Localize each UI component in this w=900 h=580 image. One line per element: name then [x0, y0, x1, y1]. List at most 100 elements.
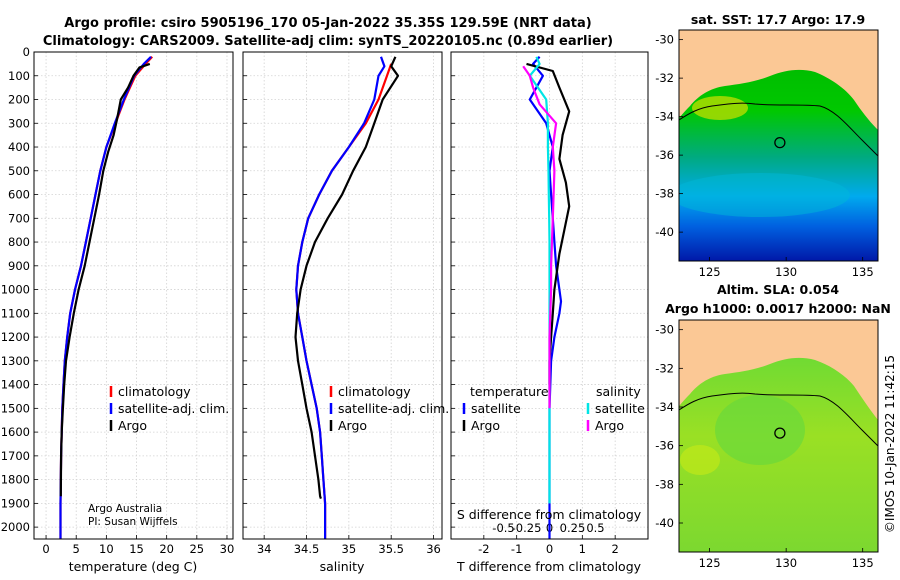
legend-title-temperature: temperature — [470, 384, 549, 399]
s-difference-tick-label: -0.5 — [492, 521, 514, 535]
s-difference-tick-label: 0.5 — [586, 521, 604, 535]
x-tick-label: 10 — [99, 542, 114, 556]
depth-tick-label: 900 — [8, 259, 30, 273]
legend-label-argo: Argo — [338, 418, 367, 433]
difference-xlabel-salinity: S difference from climatology — [457, 507, 642, 522]
sla-map-ticks: 125 130 135 -30 -32 -34 -36 -38 -40 — [655, 323, 873, 570]
depth-tick-label: 600 — [8, 188, 30, 202]
depth-tick-label: 500 — [8, 164, 30, 178]
sla-map-subtitle: Argo h1000: 0.0017 h2000: NaN — [665, 301, 891, 316]
map-y-tick-label: -36 — [655, 439, 674, 453]
difference-tick-labels: -2 -1 0 1 2-0.5-0.25 0 0.25 0.5 — [478, 521, 619, 556]
sla-patch — [715, 395, 805, 465]
legend-label-satellite: satellite-adj. clim. — [338, 401, 449, 416]
x-tick-label: 30 — [220, 542, 235, 556]
depth-tick-label: 1700 — [1, 449, 30, 463]
x-tick-label: 35 — [342, 542, 357, 556]
depth-tick-label: 700 — [8, 211, 30, 225]
sst-contour-line — [679, 102, 878, 157]
salinity-axes-box — [242, 51, 443, 540]
map-x-tick-label: 135 — [852, 556, 874, 570]
map-y-tick-label: -38 — [655, 187, 674, 201]
depth-tick-label: 300 — [8, 116, 30, 130]
series-line-salinity-argo — [522, 65, 558, 409]
series-line-climatology — [295, 63, 393, 539]
depth-tick-label: 400 — [8, 140, 30, 154]
x-tick-label: 34 — [257, 542, 272, 556]
x-tick-label: 36 — [426, 542, 441, 556]
difference-panel: -2 -1 0 1 2-0.5-0.25 0 0.25 0.5 T difference fr… — [450, 51, 649, 574]
x-tick-label: -2 — [478, 542, 489, 556]
depth-tick-label: 1600 — [1, 425, 30, 439]
x-tick-label: 25 — [189, 542, 204, 556]
map-x-tick-label: 130 — [775, 265, 797, 279]
sla-float-marker — [774, 427, 786, 439]
map-y-tick-label: -30 — [655, 33, 674, 47]
figure-title-line1: Argo profile: csiro 5905196_170 05-Jan-2… — [64, 16, 591, 31]
depth-tick-label: 1800 — [1, 473, 30, 487]
salinity-panel: 34 34.5 35 35.5 36 salinity climatology sate… — [242, 51, 449, 574]
depth-tick-label: 1200 — [1, 330, 30, 344]
sst-map-title: sat. SST: 17.7 Argo: 17.9 — [691, 12, 865, 27]
temperature-axes-box — [33, 51, 234, 540]
x-tick-label: 35.5 — [378, 542, 404, 556]
difference-axes-box — [450, 51, 649, 540]
figure-title-line2: Climatology: CARS2009. Satellite-adj cli… — [43, 34, 613, 49]
temperature-lines — [59, 56, 154, 539]
temperature-xlabel: temperature (deg C) — [69, 559, 198, 574]
salinity-xlabel: salinity — [320, 559, 365, 574]
map-y-tick-label: -36 — [655, 148, 674, 162]
x-tick-label: 5 — [73, 542, 80, 556]
x-tick-label: 0 — [42, 542, 49, 556]
depth-tick-label: 1000 — [1, 283, 30, 297]
sst-warm-patch — [692, 96, 748, 120]
sst-float-marker — [774, 136, 786, 149]
temperature-grid — [34, 51, 233, 539]
depth-tick-label: 0 — [23, 45, 30, 59]
sst-cool-band — [679, 173, 850, 217]
imos-stamp: ©IMOS 10-Jan-2022 11:42:15 — [883, 355, 897, 533]
legend-label-temperature-argo: Argo — [471, 418, 500, 433]
temperature-panel: 0100200300400500600700800900100011001200… — [1, 45, 235, 574]
salinity-grid — [243, 51, 442, 539]
map-x-tick-label: 125 — [699, 265, 721, 279]
depth-tick-label: 2000 — [1, 520, 30, 534]
map-y-tick-label: -30 — [655, 323, 674, 337]
legend-label-temperature-satellite: satellite — [471, 401, 521, 416]
legend-label-salinity-satellite: satellite — [595, 401, 645, 416]
depth-tick-label: 1100 — [1, 306, 30, 320]
salinity-lines — [294, 56, 400, 539]
sla-contour-line — [679, 392, 878, 447]
legend-title-salinity: salinity — [596, 384, 641, 399]
map-x-tick-label: 130 — [775, 556, 797, 570]
map-y-tick-label: -32 — [655, 361, 674, 375]
x-tick-label: 34.5 — [294, 542, 320, 556]
legend-label-climatology: climatology — [118, 384, 191, 399]
annotation-pi: PI: Susan Wijffels — [88, 516, 178, 528]
sla-high-patch — [680, 445, 720, 475]
map-y-tick-label: -38 — [655, 477, 674, 491]
sst-map-frame — [678, 29, 879, 262]
map-y-tick-label: -40 — [655, 516, 674, 530]
x-tick-label: 15 — [129, 542, 144, 556]
map-y-tick-label: -40 — [655, 225, 674, 239]
x-tick-label: 20 — [159, 542, 174, 556]
legend-label-climatology: climatology — [338, 384, 411, 399]
series-line-temperature-argo — [526, 62, 571, 385]
map-x-tick-label: 135 — [852, 265, 874, 279]
legend-label-satellite: satellite-adj. clim. — [118, 401, 229, 416]
s-difference-tick-label: 0.25 — [560, 521, 586, 535]
difference-lines — [522, 56, 571, 539]
x-tick-label: 1 — [579, 542, 586, 556]
series-line-argo — [294, 56, 400, 499]
map-y-tick-label: -32 — [655, 71, 674, 85]
salinity-legend: climatology satellite-adj. clim. Argo — [329, 384, 449, 433]
temperature-tick-labels: 0 5 10 15 20 25 30 — [42, 542, 234, 556]
depth-tick-label: 800 — [8, 235, 30, 249]
series-line-satellite-adj-clim- — [295, 56, 386, 539]
sla-map: Altim. SLA: 0.054 Argo h1000: 0.0017 h20… — [655, 282, 891, 570]
sst-map-ticks: 125 130 135 -30 -32 -34 -36 -38 -40 — [655, 33, 873, 279]
series-line-argo — [59, 62, 151, 497]
temperature-legend: climatology satellite-adj. clim. Argo — [109, 384, 229, 433]
